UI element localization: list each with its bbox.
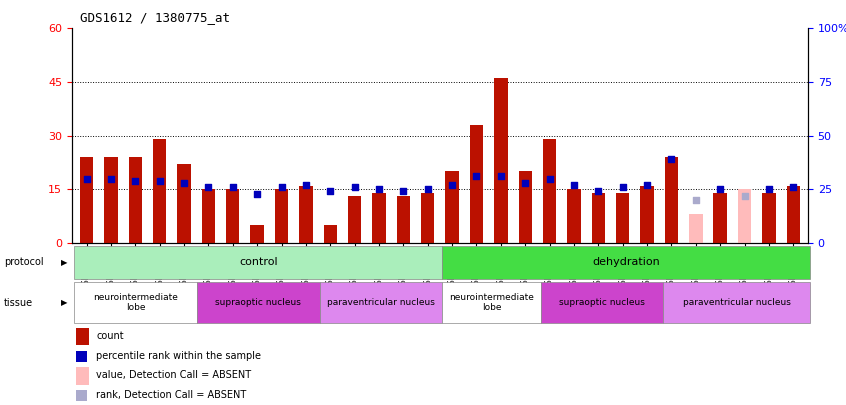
Point bbox=[713, 186, 727, 193]
Bar bbox=[74, 246, 442, 279]
Bar bbox=[75, 328, 89, 345]
Text: paraventricular nucleus: paraventricular nucleus bbox=[327, 298, 435, 307]
Point bbox=[762, 186, 776, 193]
Bar bbox=[397, 196, 410, 243]
Bar bbox=[80, 157, 93, 243]
Bar bbox=[568, 190, 580, 243]
Bar bbox=[323, 225, 337, 243]
Bar bbox=[153, 139, 167, 243]
Point bbox=[543, 175, 557, 182]
Point bbox=[665, 156, 678, 162]
Bar bbox=[299, 186, 312, 243]
Bar bbox=[470, 125, 483, 243]
Point bbox=[129, 177, 142, 184]
Text: count: count bbox=[96, 331, 124, 341]
Bar bbox=[104, 157, 118, 243]
Bar bbox=[762, 193, 776, 243]
Point bbox=[567, 182, 580, 188]
Bar bbox=[442, 282, 541, 323]
Bar bbox=[421, 193, 435, 243]
Point bbox=[494, 173, 508, 180]
Bar bbox=[75, 390, 86, 401]
Bar bbox=[591, 193, 605, 243]
Point bbox=[299, 182, 313, 188]
Text: value, Detection Call = ABSENT: value, Detection Call = ABSENT bbox=[96, 371, 251, 380]
Text: supraoptic nucleus: supraoptic nucleus bbox=[559, 298, 645, 307]
Text: neurointermediate
lobe: neurointermediate lobe bbox=[449, 293, 534, 312]
Point bbox=[421, 186, 435, 193]
Bar bbox=[787, 186, 800, 243]
Bar bbox=[226, 190, 239, 243]
Text: tissue: tissue bbox=[4, 298, 33, 308]
Text: ▶: ▶ bbox=[61, 258, 68, 267]
Bar bbox=[75, 367, 89, 385]
Point bbox=[689, 197, 702, 203]
Bar bbox=[129, 157, 142, 243]
Bar bbox=[250, 225, 264, 243]
Bar bbox=[201, 190, 215, 243]
Point bbox=[250, 190, 264, 197]
Bar bbox=[74, 282, 197, 323]
Text: ▶: ▶ bbox=[61, 298, 68, 307]
Bar bbox=[75, 351, 86, 362]
Text: supraoptic nucleus: supraoptic nucleus bbox=[216, 298, 301, 307]
Bar bbox=[494, 79, 508, 243]
Bar bbox=[738, 190, 751, 243]
Point bbox=[348, 184, 361, 190]
Point bbox=[104, 175, 118, 182]
Bar bbox=[541, 282, 663, 323]
Bar bbox=[442, 246, 810, 279]
Text: percentile rank within the sample: percentile rank within the sample bbox=[96, 351, 261, 360]
Point bbox=[640, 182, 654, 188]
Point bbox=[178, 180, 191, 186]
Point bbox=[201, 184, 215, 190]
Bar bbox=[665, 157, 678, 243]
Bar bbox=[663, 282, 810, 323]
Bar bbox=[320, 282, 442, 323]
Text: dehydration: dehydration bbox=[592, 257, 660, 267]
Bar bbox=[689, 214, 702, 243]
Bar bbox=[275, 190, 288, 243]
Text: neurointermediate
lobe: neurointermediate lobe bbox=[93, 293, 179, 312]
Point bbox=[591, 188, 605, 195]
Bar bbox=[616, 193, 629, 243]
Point bbox=[787, 184, 800, 190]
Text: paraventricular nucleus: paraventricular nucleus bbox=[683, 298, 791, 307]
Text: control: control bbox=[239, 257, 277, 267]
Text: rank, Detection Call = ABSENT: rank, Detection Call = ABSENT bbox=[96, 390, 246, 400]
Bar bbox=[640, 186, 654, 243]
Bar bbox=[713, 193, 727, 243]
Point bbox=[738, 192, 751, 199]
Point bbox=[372, 186, 386, 193]
Text: protocol: protocol bbox=[4, 257, 44, 267]
Point bbox=[323, 188, 337, 195]
Point bbox=[80, 175, 93, 182]
Bar bbox=[372, 193, 386, 243]
Bar bbox=[178, 164, 190, 243]
Point bbox=[519, 180, 532, 186]
Point bbox=[616, 184, 629, 190]
Point bbox=[470, 173, 483, 180]
Bar bbox=[543, 139, 557, 243]
Point bbox=[226, 184, 239, 190]
Point bbox=[397, 188, 410, 195]
Point bbox=[153, 177, 167, 184]
Point bbox=[275, 184, 288, 190]
Bar bbox=[519, 171, 532, 243]
Bar bbox=[348, 196, 361, 243]
Bar bbox=[197, 282, 320, 323]
Text: GDS1612 / 1380775_at: GDS1612 / 1380775_at bbox=[80, 11, 230, 24]
Bar bbox=[445, 171, 459, 243]
Point bbox=[445, 182, 459, 188]
